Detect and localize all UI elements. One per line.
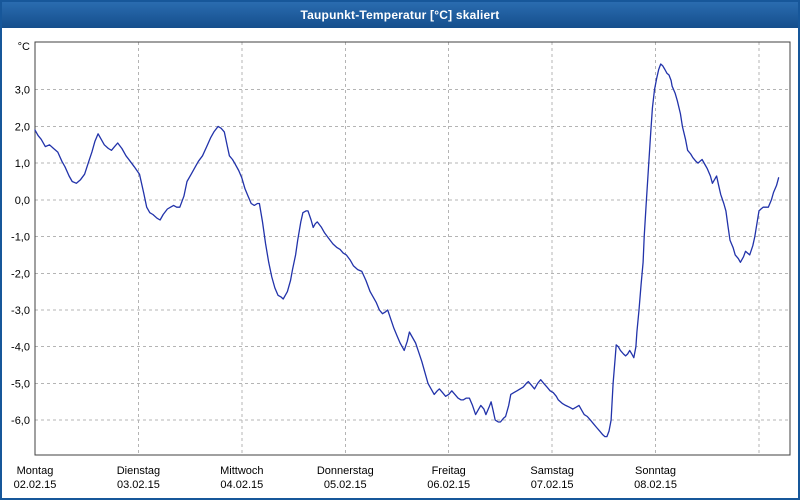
y-tick-label: -1,0 (11, 232, 30, 244)
x-tick-date-label: 08.02.15 (634, 479, 677, 491)
y-tick-label: -5,0 (11, 378, 30, 390)
plot-frame (34, 41, 791, 456)
series-line (34, 63, 780, 438)
x-tick-date-label: 07.02.15 (531, 479, 574, 491)
x-tick-day-label: Sonntag (635, 465, 676, 477)
y-tick-label: 1,0 (15, 158, 30, 170)
x-tick-day-label: Dienstag (117, 465, 160, 477)
y-axis-unit-label: °C (18, 41, 30, 53)
x-tick-day-label: Mittwoch (220, 465, 263, 477)
x-tick-date-label: 04.02.15 (220, 479, 263, 491)
x-tick-day-label: Donnerstag (317, 465, 374, 477)
x-tick-date-label: 06.02.15 (427, 479, 470, 491)
chart-area: 3,0 2,0 1,0 0,0 -1,0 -2,0 -3,0 -4,0 -5,0 -6,0 °C Mo… (2, 28, 798, 496)
x-tick-date-label: 03.02.15 (117, 479, 160, 491)
y-tick-label: -3,0 (11, 305, 30, 317)
x-tick-date-label: 05.02.15 (324, 479, 367, 491)
chart-titlebar: Taupunkt-Temperatur [°C] skaliert (2, 2, 798, 28)
x-tick-day-label: Montag (17, 465, 54, 477)
y-tick-label: -6,0 (11, 415, 30, 427)
chart-title: Taupunkt-Temperatur [°C] skaliert (300, 8, 500, 22)
y-tick-label: 0,0 (15, 195, 30, 207)
chart-svg: 3,0 2,0 1,0 0,0 -1,0 -2,0 -3,0 -4,0 -5,0 -6,0 °C Mo… (11, 41, 791, 491)
x-tick-day-label: Samstag (530, 465, 573, 477)
y-tick-label: 2,0 (15, 121, 30, 133)
x-tick-day-label: Freitag (432, 465, 466, 477)
x-tick-date-label: 02.02.15 (14, 479, 57, 491)
y-tick-label: 3,0 (15, 85, 30, 97)
y-tick-label: -2,0 (11, 268, 30, 280)
y-tick-label: -4,0 (11, 342, 30, 354)
